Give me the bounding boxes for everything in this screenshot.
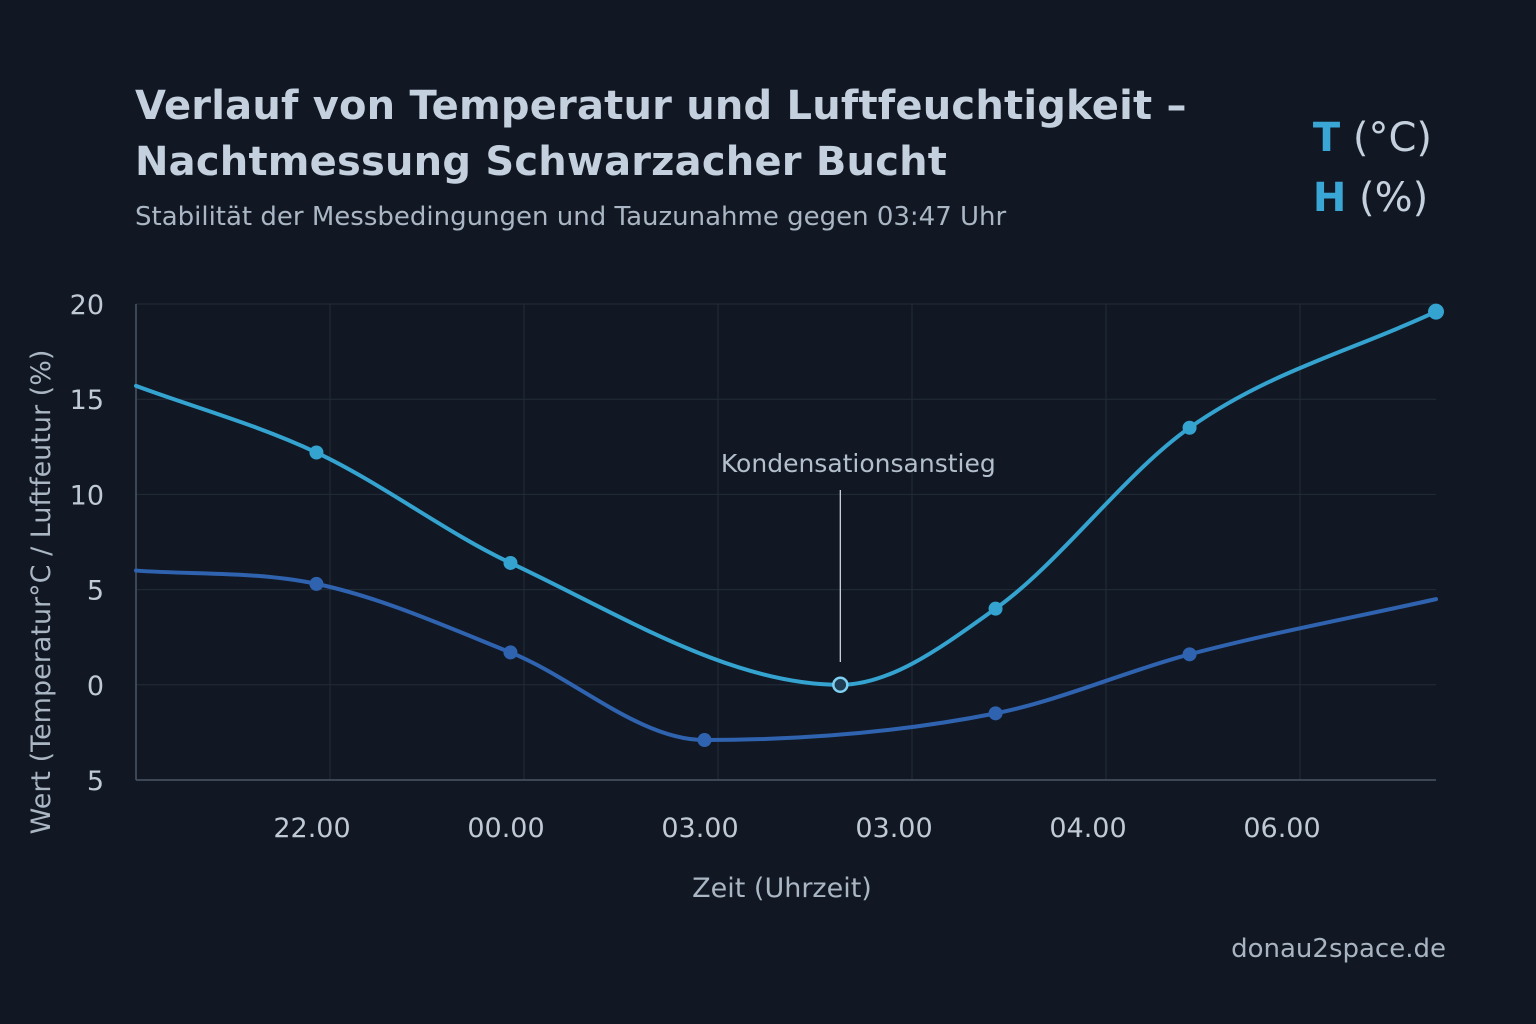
data-point [1182, 420, 1197, 435]
x-axis-title: Zeit (Uhrzeit) [692, 873, 872, 904]
y-tick-label: 20 [70, 290, 104, 321]
annotation-label: Kondensationsanstieg [721, 449, 996, 478]
series-line-lower [134, 568, 1438, 743]
y-axis-title: Wert (Temperatur°C / Luftfeutur (%) [26, 350, 57, 835]
data-point [503, 555, 518, 570]
series-points [309, 303, 1444, 748]
y-tick-label: 5 [87, 576, 104, 607]
chart-title: Verlauf von Temperatur und Luftfeuchtigk… [135, 78, 1187, 190]
legend: T (°C) H (%) [1313, 108, 1432, 228]
y-tick-label: 10 [70, 480, 104, 511]
data-point [1182, 647, 1197, 662]
annotations: Kondensationsanstieg [721, 449, 996, 662]
legend-code-h: H [1312, 175, 1347, 221]
series-line-upper [134, 309, 1438, 687]
y-tick-label: 0 [87, 671, 104, 702]
legend-item-humidity: H (%) [1313, 168, 1432, 228]
y-tick-label: 15 [70, 385, 104, 416]
data-point [988, 601, 1003, 616]
data-point [1428, 303, 1444, 320]
chart-title-line-2: Nachtmessung Schwarzacher Bucht [135, 139, 948, 185]
legend-code-t: T [1312, 115, 1341, 161]
y-tick-label: 5 [87, 766, 104, 797]
data-point [503, 645, 518, 660]
axes [135, 304, 1436, 781]
x-tick-label: 04.00 [1049, 813, 1126, 844]
data-point [309, 576, 324, 591]
x-tick-label: 06.00 [1243, 813, 1320, 844]
source-credit: donau2space.de [1231, 934, 1446, 964]
chart-subtitle: Stabilität der Messbedingungen und Tauzu… [135, 202, 1007, 232]
x-tick-labels: 22.00 00.00 03.00 03.00 04.00 06.00 [273, 813, 1320, 844]
legend-unit-t: (°C) [1352, 115, 1432, 161]
legend-item-temperature: T (°C) [1313, 108, 1432, 168]
grid-lines [136, 303, 1436, 780]
chart-title-line-1: Verlauf von Temperatur und Luftfeuchtigk… [135, 83, 1187, 129]
y-tick-labels: 20 15 10 5 0 5 [70, 290, 104, 797]
legend-unit-h: (%) [1359, 175, 1429, 221]
data-point [988, 706, 1003, 721]
x-tick-label: 00.00 [467, 813, 544, 844]
x-tick-label: 22.00 [273, 813, 350, 844]
series-lines [134, 309, 1438, 743]
x-tick-label: 03.00 [661, 813, 738, 844]
data-point [309, 445, 324, 460]
x-tick-label: 03.00 [855, 813, 932, 844]
data-point [697, 733, 712, 748]
data-point-highlight [832, 676, 849, 694]
